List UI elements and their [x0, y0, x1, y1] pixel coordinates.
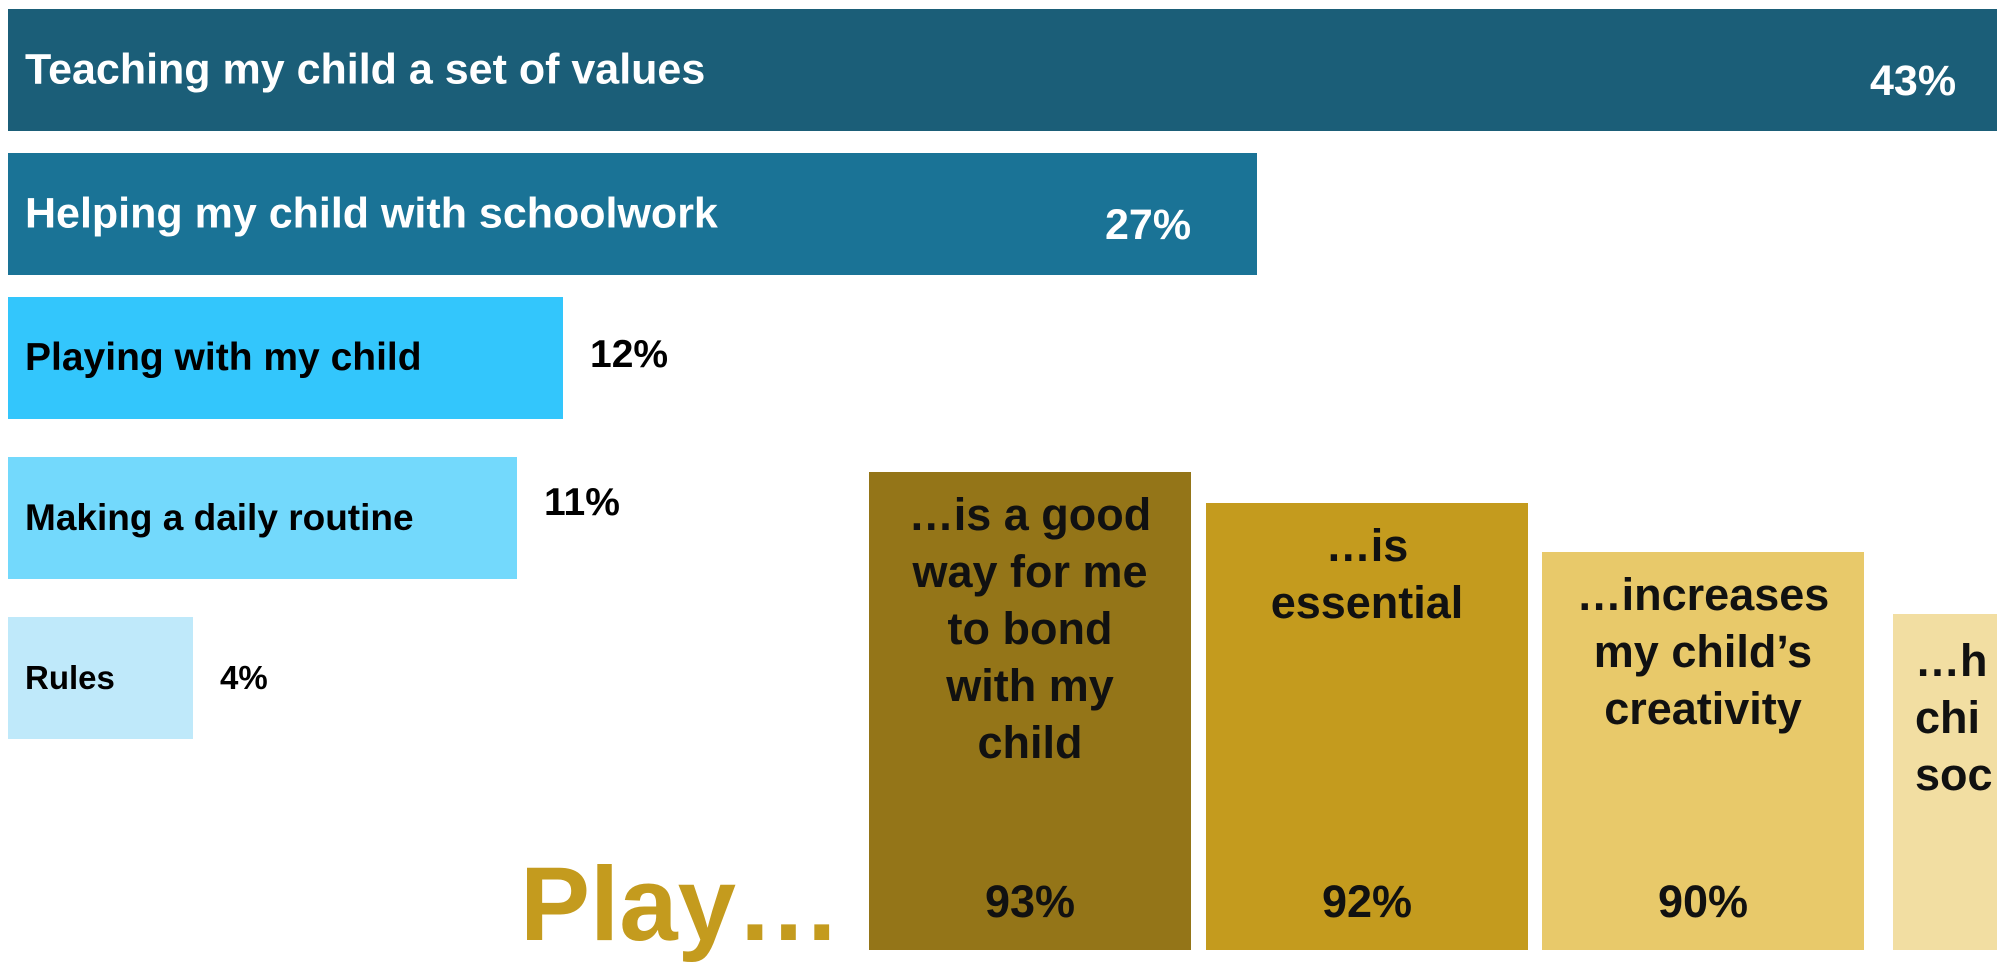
vbar-value-label: 93% [984, 876, 1076, 927]
hbar-4: Making a daily routine [8, 457, 517, 579]
vbar-4: …h chi soc [1893, 614, 1997, 950]
hbar-1: Teaching my child a set of values [8, 9, 1997, 131]
hbar-label: Helping my child with schoolwork [25, 189, 718, 238]
vbar-value-label: 92% [1321, 876, 1413, 927]
hbar-label: Playing with my child [25, 336, 422, 379]
play-title: Play… [520, 846, 841, 963]
vbar-label: …h chi soc [1915, 635, 1993, 800]
hbar-value-label: 27% [1105, 201, 1192, 249]
hbar-value-label: 12% [590, 333, 669, 376]
vbar-label: …increases my child’s creativity [1576, 569, 1830, 734]
hbar-label: Rules [25, 659, 115, 696]
vbar-3: …increases my child’s creativity 90% [1542, 552, 1864, 950]
hbar-value-label: 43% [1870, 57, 1957, 105]
vbar-label: …is essential [1270, 520, 1464, 628]
hbar-value-label: 11% [544, 481, 620, 524]
hbar-3: Playing with my child [8, 297, 563, 419]
hbar-5: Rules [8, 617, 193, 739]
vbar-2: …is essential 92% [1206, 503, 1528, 950]
vbar-value-label: 90% [1657, 876, 1749, 927]
vbar-1: …is a good way for me to bond with my ch… [869, 472, 1191, 950]
vbar-label: …is a good way for me to bond with my ch… [908, 489, 1152, 768]
hbar-2: Helping my child with schoolwork [8, 153, 1257, 275]
hbar-label: Making a daily routine [25, 497, 414, 538]
hbar-label: Teaching my child a set of values [25, 45, 706, 94]
hbar-value-label: 4% [220, 659, 268, 696]
